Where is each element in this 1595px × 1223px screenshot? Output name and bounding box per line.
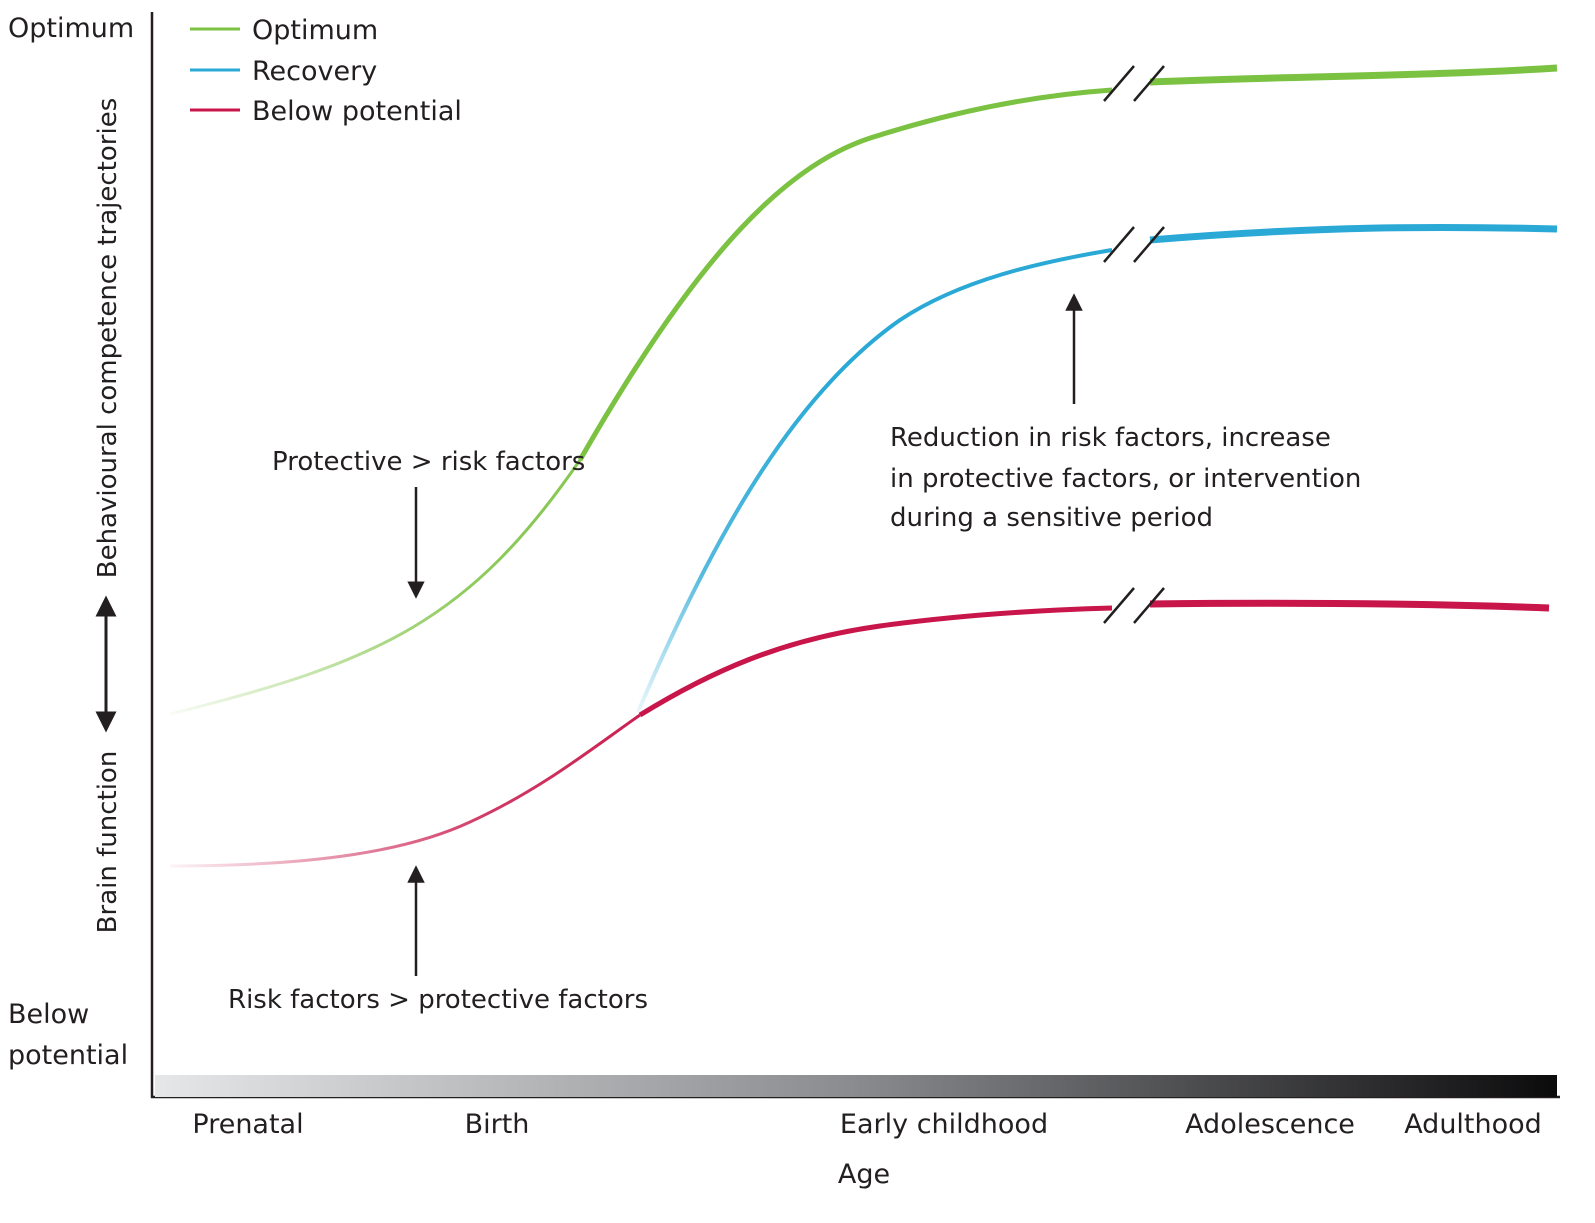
x-tick-adolescence: Adolescence — [1185, 1109, 1355, 1140]
legend-label-below-potential: Below potential — [252, 96, 462, 127]
annotation-risk: Risk factors > protective factors — [228, 985, 648, 1015]
annotation-reduction-line3: during a sensitive period — [890, 503, 1213, 533]
below-potential-curve-main — [638, 605, 1113, 718]
axis-break-below-potential — [1103, 587, 1165, 624]
legend: Optimum Recovery Below potential — [190, 15, 462, 127]
y-axis-title-upper: Behavioural competence trajectories — [93, 98, 123, 579]
y-axis-title-lower: Brain function — [93, 751, 123, 934]
x-axis-title: Age — [838, 1159, 890, 1190]
recovery-curve-late — [1149, 223, 1558, 244]
optimum-curve-late — [1149, 64, 1558, 86]
axis-break-recovery — [1103, 226, 1165, 263]
x-tick-prenatal: Prenatal — [192, 1109, 303, 1140]
below-potential-curve-early — [169, 713, 641, 868]
legend-label-optimum: Optimum — [252, 15, 378, 46]
annotation-reduction-line2: in protective factors, or intervention — [890, 464, 1361, 494]
y-top-label: Optimum — [8, 13, 134, 44]
legend-label-recovery: Recovery — [252, 56, 377, 87]
age-gradient-bar — [155, 1075, 1557, 1097]
recovery-curve-main — [636, 248, 1113, 713]
annotation-protective: Protective > risk factors — [272, 447, 585, 477]
optimum-curve-early — [169, 459, 582, 716]
y-bottom-label-line1: Below — [8, 999, 89, 1030]
annotation-reduction-line1: Reduction in risk factors, increase — [890, 423, 1331, 453]
optimum-curve-main — [577, 87, 1113, 462]
y-bottom-label-line2: potential — [8, 1040, 128, 1071]
axis-break-optimum — [1103, 65, 1165, 102]
x-tick-early-childhood: Early childhood — [840, 1109, 1048, 1140]
x-tick-birth: Birth — [465, 1109, 530, 1140]
x-tick-adulthood: Adulthood — [1404, 1109, 1542, 1140]
below-potential-curve-late — [1149, 599, 1550, 612]
